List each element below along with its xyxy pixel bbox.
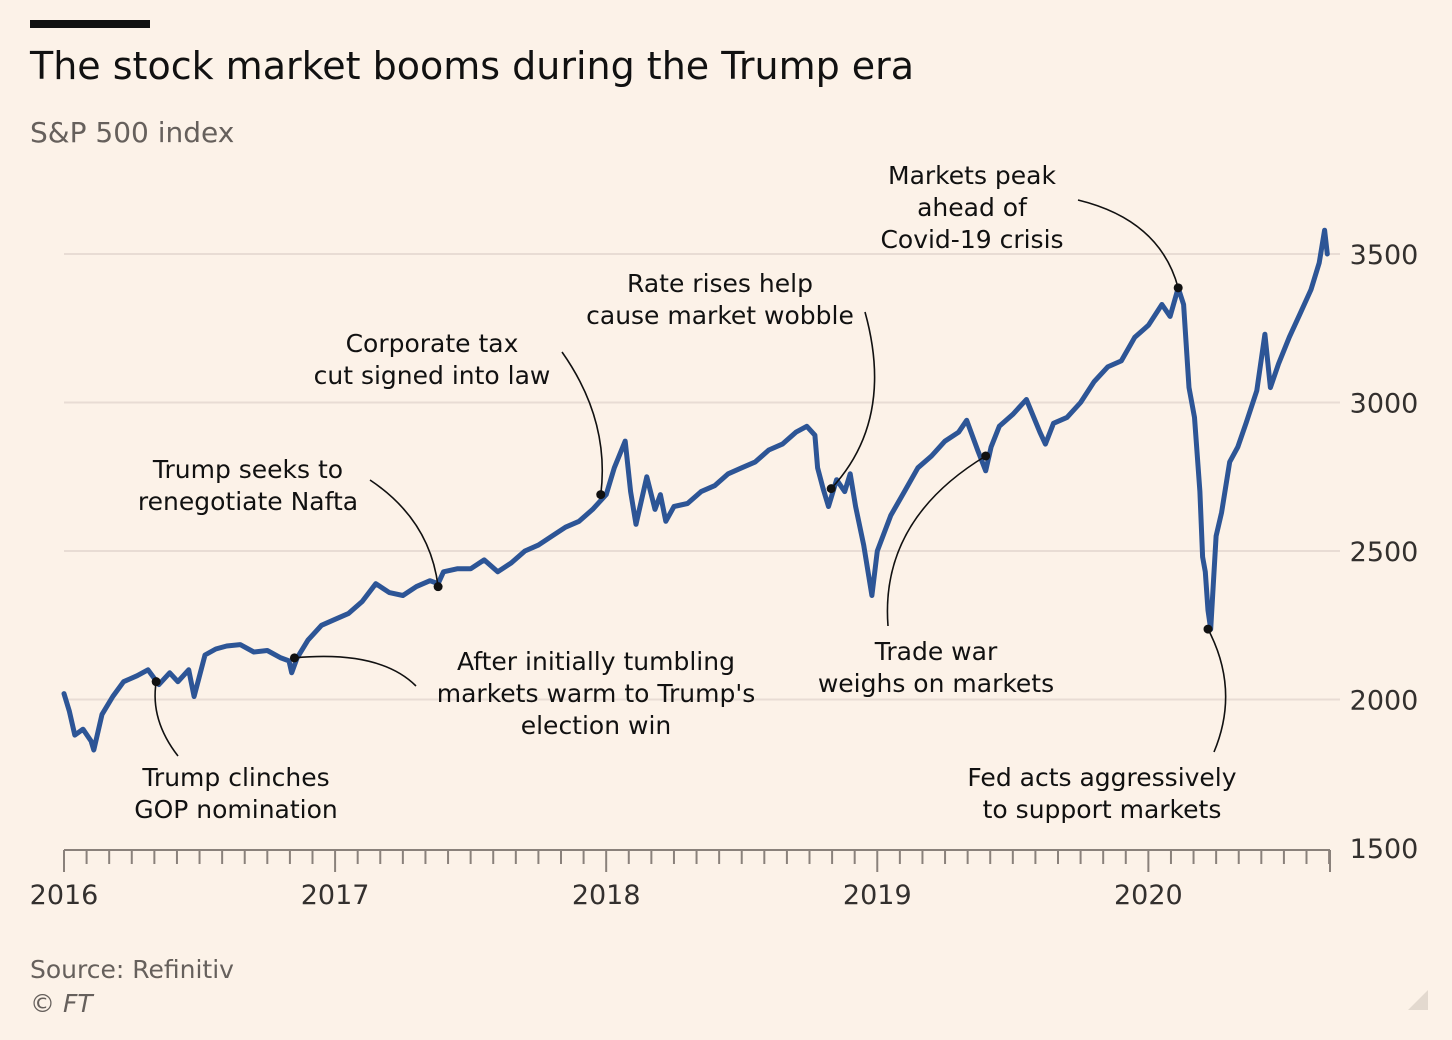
top-rule — [30, 20, 150, 28]
annotation-line: to support markets — [983, 795, 1222, 824]
annotation-line: cause market wobble — [586, 301, 854, 330]
annotation-line: GOP nomination — [134, 795, 338, 824]
annotation-leader-rates — [830, 311, 876, 490]
source-note: Source: Refinitiv — [30, 955, 234, 984]
annotation-line: markets warm to Trump's — [437, 679, 755, 708]
annotation-dot-taxcut — [596, 490, 606, 500]
annotation-label-tradewar: Trade war weighs on markets — [818, 637, 1054, 698]
annotation-leader-fed — [1207, 628, 1227, 753]
annotation-leader-taxcut — [561, 351, 604, 495]
annotation-label-election: After initially tumbling markets warm to … — [437, 647, 755, 740]
y-tick-label-3000: 3000 — [1350, 389, 1419, 420]
annotation-label-nafta: Trump seeks to renegotiate Nafta — [138, 455, 358, 516]
annotation-dot-fed — [1203, 624, 1213, 634]
resize-corner-icon — [1408, 990, 1428, 1010]
annotation-line: renegotiate Nafta — [138, 487, 358, 516]
series-line-sp500 — [61, 227, 1330, 753]
annotations: Trump clinches GOP nomination After initia… — [134, 161, 1237, 824]
annotation-line: After initially tumbling — [457, 647, 735, 676]
x-tick-label-2017: 2017 — [301, 880, 370, 911]
annotation-label-peak: Markets peak ahead of Covid-19 crisis — [880, 161, 1063, 254]
annotation-line: Markets peak — [888, 161, 1056, 190]
annotation-line: Trade war — [874, 637, 998, 666]
annotation-line: cut signed into law — [314, 361, 551, 390]
annotation-dot-election — [289, 653, 299, 663]
copyright-note: © FT — [30, 989, 93, 1018]
annotation-label-rates: Rate rises help cause market wobble — [586, 269, 854, 330]
series-group — [61, 227, 1330, 753]
x-tick-label-2020: 2020 — [1114, 880, 1183, 911]
chart-title: The stock market booms during the Trump … — [30, 44, 915, 88]
x-tick-label-2018: 2018 — [572, 880, 641, 911]
y-axis: 1500 2000 2500 3000 3500 — [1350, 240, 1419, 865]
x-tick-label-2019: 2019 — [843, 880, 912, 911]
annotation-dot-rates — [826, 484, 836, 494]
annotation-line: Trump seeks to — [152, 455, 343, 484]
annotation-label-fed: Fed acts aggressively to support markets — [967, 763, 1236, 824]
annotation-line: election win — [521, 711, 672, 740]
annotation-leader-tradewar — [886, 455, 987, 627]
annotation-dot-tradewar — [981, 451, 991, 461]
annotation-line: Fed acts aggressively — [967, 763, 1236, 792]
x-tick-label-2016: 2016 — [30, 880, 99, 911]
y-tick-label-2000: 2000 — [1350, 686, 1419, 717]
annotation-line: ahead of — [917, 193, 1028, 222]
annotation-line: Covid-19 crisis — [880, 225, 1063, 254]
annotation-label-nomination: Trump clinches GOP nomination — [134, 763, 338, 824]
annotation-line: weighs on markets — [818, 669, 1054, 698]
y-tick-label-1500: 1500 — [1350, 834, 1419, 865]
annotation-leader-nomination — [154, 681, 179, 757]
annotation-line: Rate rises help — [627, 269, 813, 298]
annotation-leader-nafta — [369, 479, 439, 587]
annotation-leader-peak — [1077, 199, 1179, 289]
annotation-line: Corporate tax — [346, 329, 519, 358]
annotation-dot-nomination — [151, 677, 161, 687]
annotation-dot-peak — [1173, 283, 1183, 293]
chart-subtitle: S&P 500 index — [30, 116, 235, 149]
annotation-dot-nafta — [433, 582, 443, 592]
annotation-line: Trump clinches — [141, 763, 329, 792]
gridlines — [64, 253, 1340, 701]
annotation-leader-election — [294, 655, 417, 687]
annotation-label-taxcut: Corporate tax cut signed into law — [314, 329, 551, 390]
y-tick-label-3500: 3500 — [1350, 240, 1419, 271]
x-axis: 2016 2017 2018 2019 2020 — [30, 849, 1331, 911]
y-tick-label-2500: 2500 — [1350, 537, 1419, 568]
